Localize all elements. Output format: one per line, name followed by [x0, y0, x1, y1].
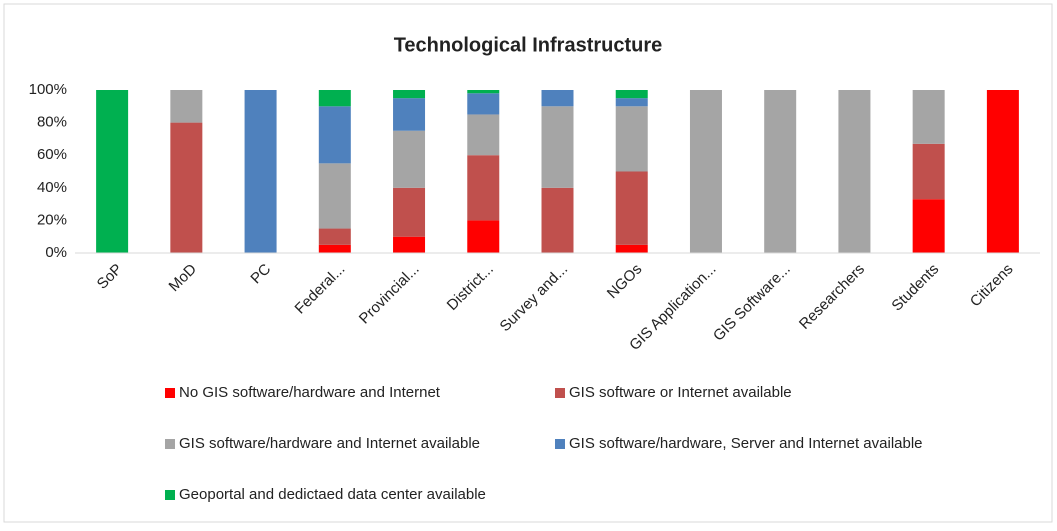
bar-segment [615, 171, 648, 245]
bar-segment [764, 90, 797, 253]
bar-segment [393, 130, 426, 188]
bar-segment [170, 122, 203, 253]
legend-swatch [555, 388, 565, 398]
bar-segment [615, 98, 648, 107]
bar-segment [393, 90, 426, 99]
y-tick-label: 80% [37, 114, 67, 131]
bar-segment [467, 93, 500, 115]
legend-swatch [165, 490, 175, 500]
bar-segment [170, 90, 203, 123]
y-tick-label: 0% [45, 244, 67, 261]
y-tick-label: 40% [37, 179, 67, 196]
legend-swatch [165, 439, 175, 449]
bar-segment [318, 228, 351, 245]
bar-segment [318, 163, 351, 229]
y-tick-label: 60% [37, 146, 67, 163]
bar-segment [244, 90, 277, 253]
bar-segment [467, 90, 500, 94]
bar-segment [689, 90, 722, 253]
bar-segment [318, 106, 351, 164]
legend-swatch [165, 388, 175, 398]
bar-segment [615, 244, 648, 253]
y-tick-label: 20% [37, 211, 67, 228]
bar-segment [912, 90, 945, 144]
legend-label: GIS software/hardware and Internet avail… [179, 435, 480, 452]
bar-segment [393, 187, 426, 237]
legend-label: Geoportal and dedictaed data center avai… [179, 486, 486, 503]
bar-segment [467, 220, 500, 253]
legend-label: GIS software/hardware, Server and Intern… [569, 435, 923, 452]
bar-segment [393, 236, 426, 253]
bar-segment [986, 90, 1019, 253]
bar-segment [838, 90, 871, 253]
bar-segment [318, 244, 351, 253]
legend-label: GIS software or Internet available [569, 384, 792, 401]
bar-segment [541, 106, 574, 188]
bar-segment [318, 90, 351, 107]
bar-segment [467, 114, 500, 156]
bar-segment [467, 155, 500, 221]
bar-segment [96, 90, 129, 253]
legend-swatch [555, 439, 565, 449]
y-tick-label: 100% [29, 81, 67, 98]
bar-segment [615, 106, 648, 172]
bar-segment [541, 90, 574, 107]
bar-segment [912, 143, 945, 200]
bar-segment [615, 90, 648, 99]
bar-segment [912, 199, 945, 253]
legend-label: No GIS software/hardware and Internet [179, 384, 441, 401]
bar-segment [393, 98, 426, 131]
bar-segment [541, 187, 574, 253]
chart-title: Technological Infrastructure [394, 34, 663, 56]
